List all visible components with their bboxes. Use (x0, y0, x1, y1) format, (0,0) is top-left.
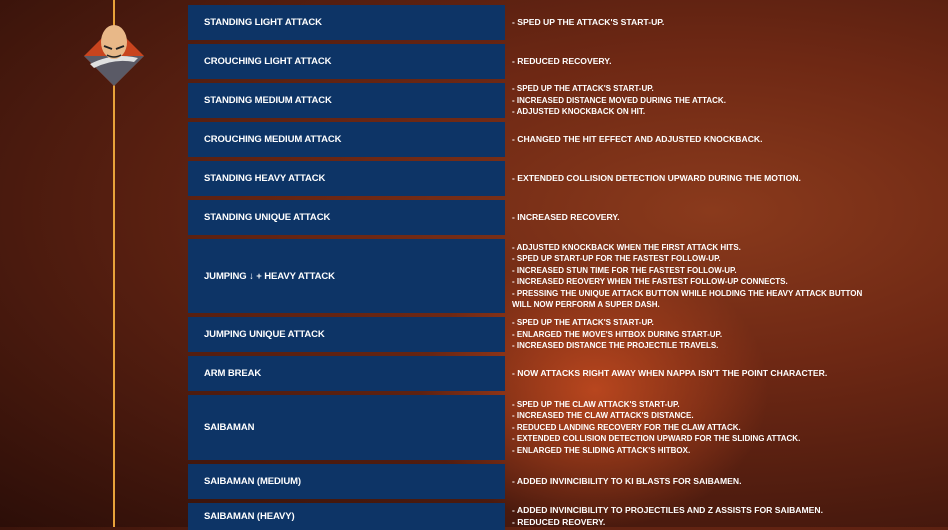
divider-line (113, 0, 115, 527)
character-portrait-icon (84, 25, 144, 86)
note-line: - PRESSING THE UNIQUE ATTACK BUTTON WHIL… (512, 288, 863, 298)
move-notes: - INCREASED RECOVERY. (512, 200, 832, 235)
move-name: CROUCHING MEDIUM ATTACK (188, 122, 505, 157)
note-line: - INCREASED DISTANCE MOVED DURING THE AT… (512, 95, 726, 105)
move-notes: - CHANGED THE HIT EFFECT AND ADJUSTED KN… (512, 122, 832, 157)
move-name: STANDING MEDIUM ATTACK (188, 83, 505, 118)
patch-row: CROUCHING LIGHT ATTACK - REDUCED RECOVERY… (188, 44, 948, 79)
note-line: - ADJUSTED KNOCKBACK ON HIT. (512, 107, 646, 117)
note-line: - REDUCED RECOVERY. (512, 55, 612, 66)
move-name: STANDING UNIQUE ATTACK (188, 200, 505, 235)
note-line: - SPED UP THE ATTACK'S START-UP. (512, 84, 654, 94)
note-line: - INCREASED THE CLAW ATTACK'S DISTANCE. (512, 411, 694, 421)
move-name: JUMPING ↓ + HEAVY ATTACK (188, 239, 505, 313)
move-notes: - SPED UP THE ATTACK'S START-UP. - ENLARG… (512, 317, 832, 352)
move-name: CROUCHING LIGHT ATTACK (188, 44, 505, 79)
move-name: JUMPING UNIQUE ATTACK (188, 317, 505, 352)
note-line: - SPED UP THE ATTACK'S START-UP. (512, 16, 665, 27)
move-notes: - REDUCED RECOVERY. (512, 44, 832, 79)
patch-row: STANDING LIGHT ATTACK - SPED UP THE ATTAC… (188, 5, 948, 40)
note-line: WILL NOW PERFORM A SUPER DASH. (512, 300, 660, 309)
move-name: STANDING HEAVY ATTACK (188, 161, 505, 196)
note-line: - INCREASED REOVERY WHEN THE FASTEST FOL… (512, 277, 788, 286)
note-line: - REDUCED LANDING RECOVERY FOR THE CLAW … (512, 422, 741, 432)
note-line: - REDUCED REOVERY. (512, 516, 606, 527)
move-notes: - EXTENDED COLLISION DETECTION UPWARD DU… (512, 161, 832, 196)
note-line: - EXTENDED COLLISION DETECTION UPWARD DU… (512, 172, 801, 183)
move-notes: - ADDED INVINCIBILITY TO KI BLASTS FOR S… (512, 464, 832, 499)
patch-row: STANDING HEAVY ATTACK - EXTENDED COLLISIO… (188, 161, 948, 196)
move-notes: - NOW ATTACKS RIGHT AWAY WHEN NAPPA ISN'… (512, 356, 832, 391)
patch-row: JUMPING ↓ + HEAVY ATTACK - ADJUSTED KNOCK… (188, 239, 948, 313)
move-name: STANDING LIGHT ATTACK (188, 5, 505, 40)
move-notes: - SPED UP THE ATTACK'S START-UP. - INCREA… (512, 83, 832, 118)
move-notes: - ADJUSTED KNOCKBACK WHEN THE FIRST ATTA… (512, 239, 863, 313)
patch-row: CROUCHING MEDIUM ATTACK - CHANGED THE HIT… (188, 122, 948, 157)
move-name: ARM BREAK (188, 356, 505, 391)
patch-row: SAIBAMAN (HEAVY) - ADDED INVINCIBILITY TO… (188, 503, 948, 530)
note-line: - INCREASED RECOVERY. (512, 211, 620, 222)
patch-row: STANDING MEDIUM ATTACK - SPED UP THE ATTA… (188, 83, 948, 118)
note-line: - EXTENDED COLLISION DETECTION UPWARD FO… (512, 434, 801, 444)
note-line: - INCREASED STUN TIME FOR THE FASTEST FO… (512, 265, 737, 275)
move-name: SAIBAMAN (MEDIUM) (188, 464, 505, 499)
note-line: - ADJUSTED KNOCKBACK WHEN THE FIRST ATTA… (512, 242, 741, 252)
patch-row: SAIBAMAN - SPED UP THE CLAW ATTACK'S STAR… (188, 395, 948, 460)
patch-row: STANDING UNIQUE ATTACK - INCREASED RECOVE… (188, 200, 948, 235)
move-name: SAIBAMAN (188, 395, 505, 460)
patch-row: JUMPING UNIQUE ATTACK - SPED UP THE ATTAC… (188, 317, 948, 352)
note-line: - CHANGED THE HIT EFFECT AND ADJUSTED KN… (512, 133, 763, 144)
move-name: SAIBAMAN (HEAVY) (188, 503, 505, 530)
note-line: - SPED UP START-UP FOR THE FASTEST FOLLO… (512, 254, 721, 263)
note-line: - ADDED INVINCIBILITY TO KI BLASTS FOR S… (512, 475, 742, 486)
move-notes: - ADDED INVINCIBILITY TO PROJECTILES AND… (512, 503, 832, 530)
note-line: - SPED UP THE ATTACK'S START-UP. (512, 318, 654, 328)
patch-row: ARM BREAK - NOW ATTACKS RIGHT AWAY WHEN N… (188, 356, 948, 391)
note-line: - NOW ATTACKS RIGHT AWAY WHEN NAPPA ISN'… (512, 367, 828, 378)
move-notes: - SPED UP THE CLAW ATTACK'S START-UP. - I… (512, 395, 832, 460)
note-line: - INCREASED DISTANCE THE PROJECTILE TRAV… (512, 341, 719, 351)
note-line: - ADDED INVINCIBILITY TO PROJECTILES AND… (512, 505, 823, 515)
note-line: - SPED UP THE CLAW ATTACK'S START-UP. (512, 399, 680, 409)
patch-row: SAIBAMAN (MEDIUM) - ADDED INVINCIBILITY T… (188, 464, 948, 499)
move-notes: - SPED UP THE ATTACK'S START-UP. (512, 5, 832, 40)
note-line: - ENLARGED THE SLIDING ATTACK'S HITBOX. (512, 445, 691, 455)
note-line: - ENLARGED THE MOVE'S HITBOX DURING STAR… (512, 329, 723, 339)
